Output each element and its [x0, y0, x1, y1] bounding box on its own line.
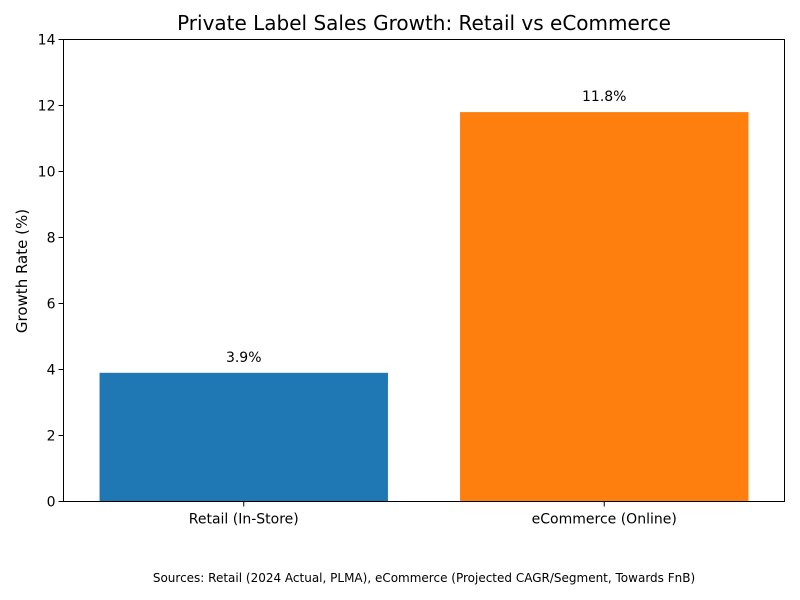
bar-value-label: 11.8%: [582, 89, 626, 105]
y-tick-label: 8: [47, 231, 56, 247]
y-tick-label: 12: [38, 99, 56, 115]
bars-group: [99, 112, 749, 502]
bar-ecommerce: [460, 112, 749, 502]
bar-retail: [99, 372, 388, 502]
y-tick-label: 4: [47, 363, 56, 379]
source-footnote: Sources: Retail (2024 Actual, PLMA), eCo…: [153, 571, 695, 585]
y-tick-label: 2: [47, 429, 56, 445]
y-tick-label: 0: [47, 495, 56, 511]
bar-value-label: 3.9%: [226, 350, 262, 366]
y-tick-label: 14: [38, 33, 56, 49]
y-tick-label: 6: [47, 297, 56, 313]
y-axis-ticks: 0 2 4 6 8 10 12 14: [38, 33, 64, 511]
chart-title: Private Label Sales Growth: Retail vs eC…: [177, 11, 671, 35]
x-axis-ticks: Retail (In-Store) eCommerce (Online): [189, 501, 677, 528]
x-tick-label: Retail (In-Store): [189, 512, 299, 528]
y-axis-label: Growth Rate (%): [13, 209, 31, 333]
plot-frame: [63, 39, 785, 502]
x-tick-label: eCommerce (Online): [532, 512, 677, 528]
y-tick-label: 10: [38, 165, 56, 181]
value-labels-group: 3.9% 11.8%: [226, 89, 627, 366]
